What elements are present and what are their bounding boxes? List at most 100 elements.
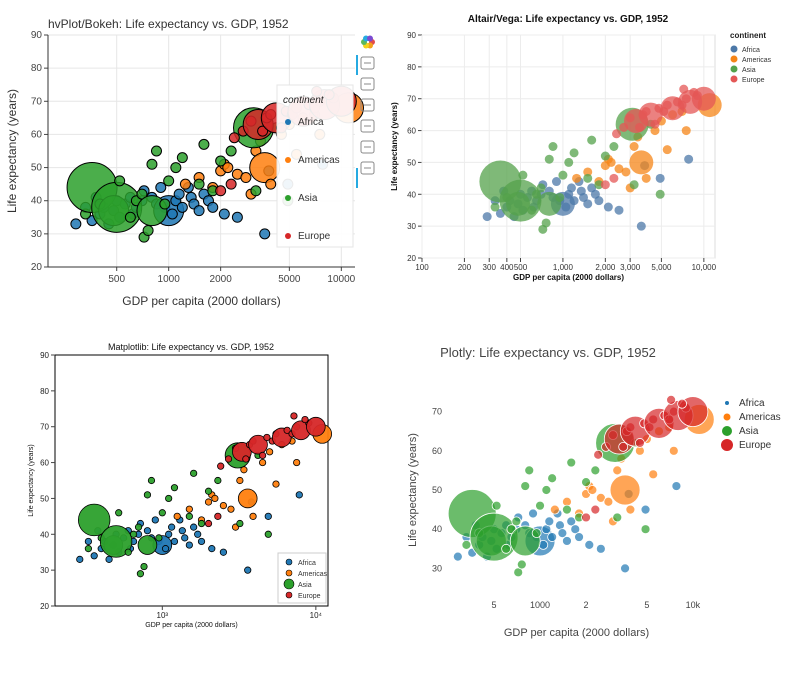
- data-point-europe: [217, 462, 225, 470]
- data-point-africa: [161, 545, 170, 553]
- data-point-asia: [583, 173, 593, 183]
- legend-label-americas: Americas: [298, 571, 328, 578]
- data-point-europe: [263, 433, 271, 442]
- data-point-africa: [173, 188, 185, 200]
- data-point-asia: [536, 183, 546, 193]
- y-tick-label: 60: [432, 446, 442, 456]
- wheel-zoom-icon[interactable]: [360, 98, 375, 112]
- data-point-africa: [181, 534, 189, 542]
- data-point-africa: [566, 516, 577, 527]
- x-tick-label: 5000: [278, 274, 301, 285]
- bokeh-logo-icon[interactable]: [361, 35, 375, 49]
- data-point-americas: [572, 173, 582, 183]
- bokeh-chart: 20 30 40 50 60 70 80 90 500 1000 2000 5000 10000 hvPl…: [5, 17, 375, 308]
- data-point-africa: [155, 181, 167, 193]
- data-point-asia: [236, 519, 244, 528]
- data-point-europe: [242, 455, 250, 463]
- legend-marker-americas: [723, 413, 731, 421]
- data-point-africa: [264, 512, 272, 520]
- data-point-europe: [677, 398, 688, 409]
- data-point-asia: [629, 180, 639, 190]
- data-point-asia: [225, 145, 237, 157]
- data-point-asia: [165, 494, 173, 503]
- x-tick-label: 10⁴: [310, 611, 323, 620]
- x-tick-label: 1000: [530, 600, 550, 610]
- data-point-africa: [574, 532, 584, 542]
- y-axis-label: Life expectancy (years): [390, 102, 399, 191]
- data-point-europe: [634, 438, 645, 448]
- x-tick-label: 400: [500, 263, 514, 272]
- data-point-asia: [541, 485, 552, 495]
- legend-label-americas: Americas: [298, 155, 340, 166]
- data-point-asia: [99, 525, 133, 558]
- data-point-asia: [501, 543, 512, 554]
- data-point-americas: [259, 458, 267, 467]
- data-point-asia: [590, 465, 601, 476]
- reset-icon[interactable]: [360, 140, 375, 154]
- data-point-europe: [204, 519, 213, 528]
- data-point-asia: [204, 487, 213, 495]
- data-point-americas: [219, 502, 228, 510]
- data-point-europe: [224, 455, 233, 463]
- data-point-americas: [614, 164, 624, 174]
- y-tick-label: 40: [40, 530, 49, 539]
- y-tick-label: 50: [40, 494, 49, 503]
- data-point-asia: [158, 509, 166, 517]
- legend-label-americas: Americas: [739, 412, 781, 423]
- data-point-africa: [620, 563, 630, 574]
- y-tick-label: 40: [407, 190, 416, 199]
- data-point-asia: [115, 509, 123, 517]
- x-axis-label: GDP per capita (2000 dollars): [504, 627, 649, 639]
- plotly-chart: 30 40 50 60 70 5 1000 2 5 10k Plotly: Life expecta…: [407, 345, 781, 639]
- data-point-asia: [594, 180, 604, 190]
- data-point-americas: [621, 167, 631, 177]
- data-point-africa: [614, 205, 624, 215]
- legend-box: [276, 84, 354, 248]
- data-point-americas: [236, 476, 244, 485]
- data-point-asia: [215, 155, 227, 167]
- legend-marker-africa: [725, 401, 729, 405]
- x-axis-label: GDP per capita (2000 dollars): [122, 294, 281, 308]
- data-point-africa: [557, 528, 568, 539]
- y-tick-label: 60: [407, 127, 416, 136]
- data-point-asia: [511, 516, 522, 527]
- data-point-asia: [513, 567, 524, 578]
- legend-label-africa: Africa: [298, 117, 324, 128]
- data-point-europe: [290, 412, 298, 420]
- legend-marker-europe: [285, 591, 293, 599]
- data-point-africa: [151, 516, 159, 524]
- data-point-asia: [190, 469, 198, 477]
- matplotlib-chart: 20 30 40 50 60 70 80 90 10³ 10⁴ Matplotlib: Life e…: [28, 342, 332, 629]
- data-point-americas: [227, 505, 235, 513]
- data-point-asia: [587, 135, 597, 145]
- x-tick-label: 100: [415, 263, 429, 272]
- data-point-africa: [244, 566, 252, 574]
- data-point-africa: [482, 212, 492, 222]
- legend-label-europe: Europe: [298, 231, 331, 242]
- data-point-asia: [547, 473, 558, 484]
- data-point-africa: [170, 537, 179, 546]
- data-point-europe: [590, 504, 601, 515]
- x-tick-label: 2: [584, 600, 589, 610]
- data-point-asia: [612, 512, 623, 523]
- pan-icon[interactable]: [360, 56, 375, 70]
- legend-label-europe: Europe: [742, 77, 765, 84]
- data-point-africa: [208, 545, 216, 553]
- legend-title: continent: [730, 31, 766, 40]
- data-point-africa: [570, 524, 581, 535]
- data-point-asia: [566, 457, 577, 468]
- tool-glyph: [360, 161, 375, 175]
- box-zoom-icon[interactable]: [360, 77, 375, 91]
- data-point-asia: [137, 535, 158, 555]
- data-point-asia: [84, 545, 92, 553]
- data-point-africa: [194, 530, 202, 538]
- data-point-europe: [283, 426, 291, 434]
- hover-icon[interactable]: [360, 161, 375, 175]
- save-icon[interactable]: [360, 119, 375, 133]
- data-point-asia: [531, 528, 542, 539]
- data-point-asia: [143, 491, 152, 499]
- legend-label-europe: Europe: [739, 440, 772, 451]
- data-point-americas: [173, 512, 181, 520]
- data-point-europe: [214, 512, 222, 520]
- data-point-africa: [197, 537, 206, 546]
